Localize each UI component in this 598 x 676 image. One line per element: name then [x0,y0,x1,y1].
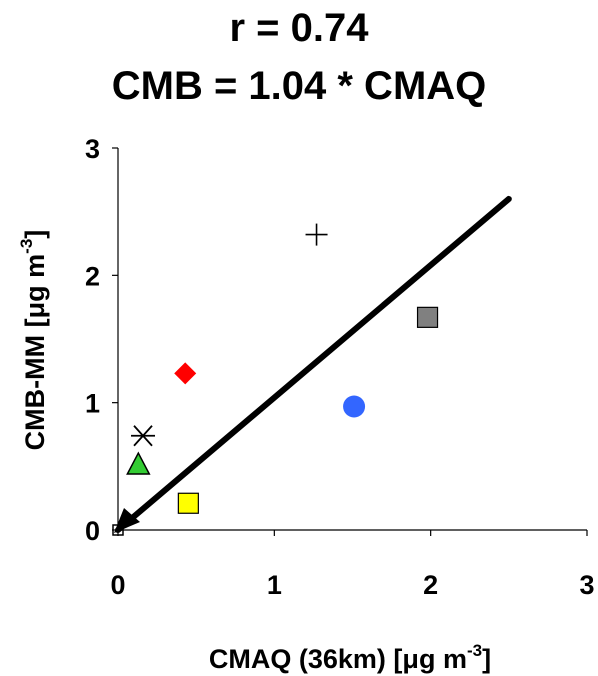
y-tick-label: 2 [85,261,100,291]
y-tick-label: 0 [85,516,100,546]
point-plus [305,223,328,246]
axes: 0 1 2 3 0 1 2 3 [85,134,595,600]
x-tick-label: 1 [267,570,282,600]
fit-line-group [114,195,512,533]
point-triangle [126,451,151,475]
y-tick-label: 3 [85,134,100,164]
point-square [416,306,439,328]
data-points [112,223,439,536]
y-axis-label: CMB-MM [μg m-3] [17,230,50,451]
fit-line [115,195,512,533]
point-diamond [174,362,197,385]
chart-title-line-2: CMB = 1.04 * CMAQ [111,64,487,108]
point-circle [343,395,366,418]
fit-line-arrowhead [114,508,140,533]
y-tick-label: 1 [85,389,100,419]
x-axis-label: CMAQ (36km) [μg m-3] [209,641,491,674]
x-tick-label: 2 [423,570,438,600]
axis-labels: CMAQ (36km) [μg m-3] CMB-MM [μg m-3] [17,230,491,674]
chart-title-line-1: r = 0.74 [229,6,369,50]
point-hollow-square [112,524,124,536]
point-asterisk [131,425,156,447]
point-square [177,492,199,514]
x-tick-label: 3 [579,570,594,600]
x-tick-label: 0 [110,570,125,600]
asterisk-stroke [133,425,153,447]
